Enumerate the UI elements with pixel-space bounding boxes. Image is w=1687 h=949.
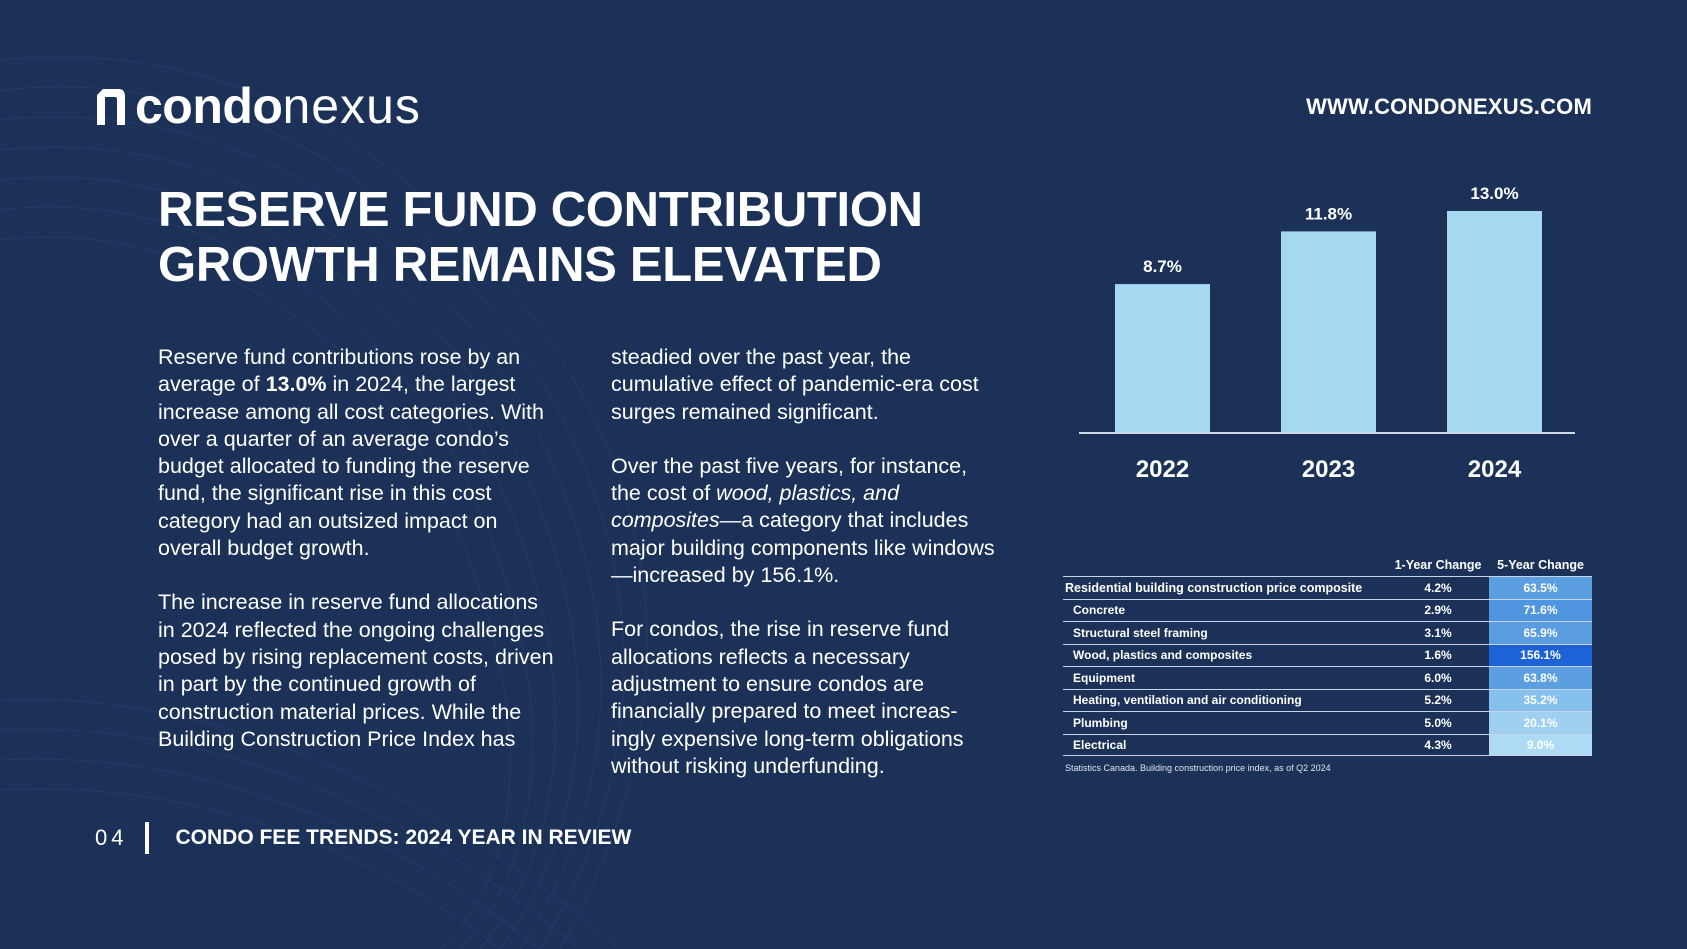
table-header-1yr: 1-Year Change (1394, 558, 1482, 572)
row-label: Plumbing (1073, 715, 1128, 730)
data-label: 8.7% (1143, 257, 1182, 276)
five-year-change-cell: 65.9% (1489, 622, 1592, 644)
five-year-change-cell: 20.1% (1489, 712, 1592, 734)
x-tick-label: 2024 (1468, 456, 1522, 483)
table-row: Heating, ventilation and air conditionin… (1063, 688, 1592, 711)
logo-arch-icon (97, 89, 125, 125)
footer-divider (145, 822, 150, 854)
table-row: Electrical 4.3% 9.0% (1063, 733, 1592, 756)
paragraph-condos-adjustment: For condos, the rise in reserve fund all… (611, 617, 964, 778)
one-year-change-cell: 4.3% (1424, 737, 1452, 752)
bar-2023 (1281, 231, 1376, 432)
table-row: Residential building construction price … (1063, 576, 1592, 599)
bar-2022 (1115, 284, 1210, 432)
one-year-change-cell: 1.6% (1424, 648, 1452, 663)
table-body: Residential building construction price … (1063, 576, 1592, 756)
row-label: Residential building construction price … (1065, 580, 1363, 595)
report-title: CONDO FEE TRENDS: 2024 YEAR IN REVIEW (175, 826, 632, 849)
text-run: —a category that includes major building… (611, 508, 995, 588)
row-label: Wood, plastics and composites (1073, 648, 1253, 663)
paragraph-five-year: Over the past five years, for instance, … (611, 453, 1001, 589)
paragraph-allocations: The increase in reserve fund allocations… (158, 590, 554, 751)
one-year-change-cell: 4.2% (1424, 580, 1452, 595)
row-label: Structural steel framing (1073, 625, 1208, 640)
five-year-change-cell: 63.5% (1489, 577, 1592, 599)
five-year-change-cell: 156.1% (1489, 644, 1592, 666)
highlight-percentage: 13.0% (265, 372, 327, 397)
five-year-change-cell: 71.6% (1489, 599, 1592, 621)
row-label: Equipment (1073, 670, 1135, 685)
body-column-1: Reserve fund contributions rose by an av… (158, 344, 558, 780)
construction-price-table: 1-Year Change 5-Year Change Residential … (1063, 554, 1592, 756)
one-year-change-cell: 5.0% (1424, 715, 1452, 730)
page-headline: RESERVE FUND CONTRIBUTION GROWTH REMAINS… (158, 183, 978, 293)
one-year-change-cell: 6.0% (1424, 670, 1452, 685)
text-run: in 2024, the largest increase among all … (158, 372, 544, 561)
five-year-change-cell: 9.0% (1489, 734, 1592, 755)
reserve-fund-bar-chart: 8.7% 2022 11.8% 2023 13.0% 2024 (1079, 184, 1575, 483)
page-footer: 04 CONDO FEE TRENDS: 2024 YEAR IN REVIEW (95, 822, 631, 854)
one-year-change-cell: 5.2% (1424, 693, 1452, 708)
row-label: Electrical (1073, 737, 1127, 752)
row-label: Concrete (1073, 603, 1126, 618)
website-link[interactable]: WWW.CONDONEXUS.COM (1306, 94, 1592, 119)
five-year-change-cell: 63.8% (1489, 667, 1592, 689)
data-label: 13.0% (1470, 184, 1518, 203)
one-year-change-cell: 3.1% (1424, 625, 1452, 640)
headline-line-1: RESERVE FUND CONTRIBUTION (158, 183, 923, 237)
table-row: Concrete 2.9% 71.6% (1063, 598, 1592, 621)
italic-category: wood, plastics, and composites (611, 481, 900, 533)
headline-line-2: GROWTH REMAINS ELEVATED (158, 238, 882, 292)
data-label: 11.8% (1305, 204, 1352, 223)
x-tick-label: 2022 (1136, 456, 1189, 483)
row-label: Heating, ventilation and air conditionin… (1073, 693, 1302, 708)
one-year-change-cell: 2.9% (1424, 603, 1452, 618)
logo-wordmark-light: nexus (282, 78, 421, 134)
table-source-note: Statistics Canada. Building construction… (1065, 763, 1331, 773)
table-row: Equipment 6.0% 63.8% (1063, 666, 1592, 689)
paragraph-cumulative-effect: steadied over the past year, the cumulat… (611, 345, 979, 424)
five-year-change-cell: 35.2% (1489, 689, 1592, 711)
body-column-2: steadied over the past year, the cumulat… (611, 344, 1001, 807)
text-run: Over the past five years, for instance, … (611, 453, 968, 506)
logo-wordmark-bold: condo (135, 78, 283, 134)
table-header-5yr: 5-Year Change (1497, 558, 1584, 572)
x-tick-label: 2023 (1302, 456, 1355, 483)
paragraph-reserve-fund-rise: Reserve fund contributions rose by an av… (158, 344, 558, 562)
bar-2024 (1447, 211, 1542, 432)
table-row: Structural steel framing 3.1% 65.9% (1063, 621, 1592, 644)
table-row: Wood, plastics and composites 1.6% 156.1% (1063, 643, 1592, 666)
text-run: Reserve fund contributions rose by an av… (158, 345, 521, 397)
table-row: Plumbing 5.0% 20.1% (1063, 711, 1592, 734)
page-number: 04 (95, 825, 128, 850)
brand-logo: condo nexus (93, 80, 421, 132)
table-header: 1-Year Change 5-Year Change (1063, 554, 1592, 576)
